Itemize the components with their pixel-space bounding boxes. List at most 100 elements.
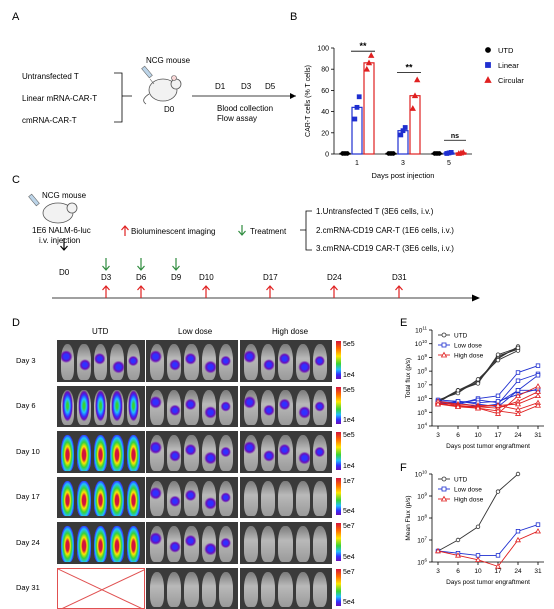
data-point	[476, 382, 480, 386]
bli-image	[240, 386, 332, 428]
mouse-image	[77, 481, 90, 517]
scale-max-label: 5e5	[343, 341, 355, 348]
y-tick-label: 106	[417, 394, 427, 403]
scale-max-label: 5e5	[343, 387, 355, 394]
data-point	[536, 364, 540, 368]
x-tick-label: 3	[436, 568, 440, 575]
mouse-image	[150, 572, 164, 608]
mouse-image	[244, 344, 258, 380]
mouse-image	[202, 390, 216, 426]
x-tick-label: 3	[436, 432, 440, 439]
y-tick-label: 107	[417, 536, 427, 545]
data-point	[516, 529, 520, 533]
group-bracket	[300, 211, 312, 250]
x-axis-label: Days post injection	[372, 171, 435, 180]
mouse-image	[150, 526, 164, 562]
data-point	[369, 53, 374, 58]
data-point	[437, 151, 441, 155]
mouse-image	[127, 526, 140, 562]
data-point	[364, 67, 369, 72]
data-point	[496, 353, 500, 357]
mouse-image	[127, 390, 140, 426]
scale-max-label: 5e7	[343, 523, 355, 530]
mouse-image	[202, 481, 216, 517]
row-label: Day 31	[16, 584, 40, 592]
bli-image	[240, 340, 332, 382]
scale-min-label: 5e4	[343, 508, 355, 515]
y-tick-label: 40	[321, 109, 329, 116]
mouse-image	[244, 435, 258, 471]
color-scale-bar	[336, 478, 341, 516]
legend-marker	[486, 63, 491, 68]
color-scale-bar	[336, 523, 341, 561]
mouse-image	[94, 344, 107, 380]
data-point	[536, 394, 541, 398]
c-syringe-icon	[29, 194, 40, 206]
mouse-image	[261, 481, 275, 517]
y-axis-label: CAR-T cells (% T cells)	[305, 65, 312, 137]
mouse-image	[202, 344, 216, 380]
mouse-image	[278, 390, 292, 426]
mouse-image	[296, 526, 310, 562]
data-point	[516, 389, 520, 393]
y-tick-label: 107	[417, 380, 427, 389]
legend-label: Low dose	[454, 487, 482, 494]
legend-label: Linear	[498, 61, 519, 70]
mouse-image	[77, 435, 90, 471]
legend-marker	[442, 477, 446, 481]
y-tick-label: 108	[417, 367, 427, 376]
data-point	[536, 373, 540, 377]
color-scale-bar	[336, 432, 341, 470]
row-label: Day 10	[16, 448, 40, 456]
legend-marker	[486, 48, 491, 53]
legend-label: UTD	[498, 46, 514, 55]
series-line	[438, 531, 538, 566]
data-point	[536, 384, 541, 388]
x-axis-label: Days post tumor engraftment	[446, 579, 530, 586]
mouse-image	[244, 526, 258, 562]
mouse-image	[219, 344, 233, 380]
data-point	[345, 151, 349, 155]
bli-image	[57, 522, 145, 564]
data-point	[476, 525, 480, 529]
data-point	[536, 529, 541, 533]
bar	[352, 107, 362, 154]
y-tick-label: 108	[417, 514, 427, 523]
mouse-image	[110, 344, 123, 380]
data-point	[496, 554, 500, 558]
mouse-image	[127, 344, 140, 380]
mouse-image	[94, 390, 107, 426]
data-point	[516, 472, 520, 476]
mouse-image	[94, 435, 107, 471]
col-utd: UTD	[92, 328, 108, 336]
data-point	[516, 379, 520, 383]
x-tick-label: 6	[456, 432, 460, 439]
bli-image	[146, 477, 238, 519]
y-tick-label: 109	[417, 353, 427, 362]
mouse-image	[261, 390, 275, 426]
mouse-icon	[144, 76, 181, 105]
data-point	[536, 523, 540, 527]
mouse-image	[313, 390, 327, 426]
mouse-image	[110, 481, 123, 517]
mouse-image	[296, 572, 310, 608]
mouse-image	[150, 390, 164, 426]
mouse-image	[127, 435, 140, 471]
y-tick-label: 100	[317, 46, 329, 53]
mouse-image	[296, 481, 310, 517]
data-point	[410, 106, 415, 111]
significance-label: ns	[451, 133, 459, 140]
x-tick-label: 17	[494, 432, 502, 439]
data-point	[496, 358, 500, 362]
legend-marker	[442, 343, 446, 347]
x-tick-label: 10	[474, 432, 482, 439]
bli-image	[146, 386, 238, 428]
mouse-image	[167, 435, 181, 471]
y-tick-label: 106	[417, 558, 427, 567]
y-tick-label: 1010	[415, 339, 428, 348]
mouse-image	[184, 435, 198, 471]
x-tick-label: 17	[494, 568, 502, 575]
mouse-image	[313, 481, 327, 517]
mouse-image	[94, 481, 107, 517]
y-tick-label: 105	[417, 408, 427, 417]
